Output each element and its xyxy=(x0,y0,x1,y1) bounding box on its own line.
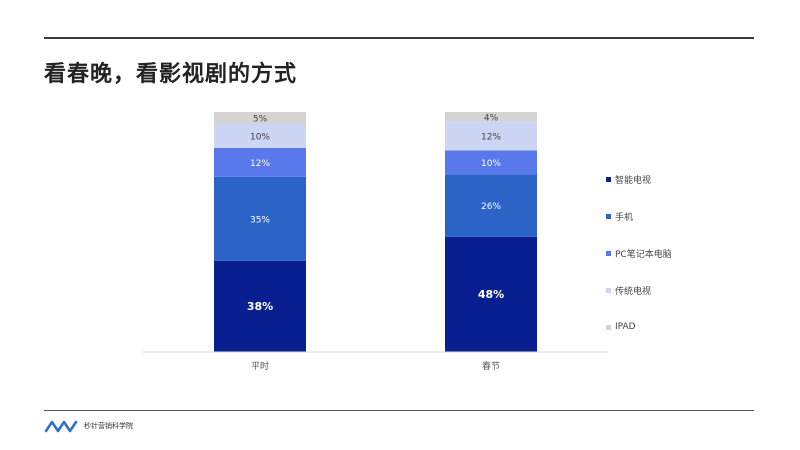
legend-label: 手机 xyxy=(615,212,634,223)
category-label: 春节 xyxy=(482,360,500,372)
bar-segment xyxy=(214,124,306,148)
bar-segment xyxy=(445,112,537,122)
legend-label: PC笔记本电脑 xyxy=(615,249,672,260)
top-rule xyxy=(44,37,754,39)
legend-item: 智能电视 xyxy=(606,172,746,186)
logo-text: 秒针营销科学院 xyxy=(84,422,133,430)
legend-label: IPAD xyxy=(615,322,636,332)
data-label: 4% xyxy=(484,113,499,123)
data-label: 26% xyxy=(481,202,501,212)
category-label: 平时 xyxy=(251,360,269,372)
bar-segment xyxy=(445,174,537,237)
legend-label: 智能电视 xyxy=(615,175,652,186)
bar-segment xyxy=(445,150,537,175)
legend-item: 手机 xyxy=(606,209,746,223)
data-label: 12% xyxy=(481,133,501,143)
legend-swatch xyxy=(606,213,611,219)
data-label: 35% xyxy=(250,215,270,225)
bar-segment xyxy=(445,121,537,151)
data-label: 10% xyxy=(250,133,270,143)
bar-segment xyxy=(214,112,306,124)
legend-swatch xyxy=(606,287,611,293)
legend-swatch xyxy=(606,324,611,330)
bar-segment xyxy=(214,176,306,261)
miaozhen-logo-icon xyxy=(44,420,78,433)
legend-label: 传统电视 xyxy=(615,286,652,297)
bar-segment xyxy=(214,148,306,177)
data-label: 5% xyxy=(253,115,268,125)
legend-item: PC笔记本电脑 xyxy=(606,246,746,260)
bar-segment xyxy=(445,236,537,352)
data-label: 48% xyxy=(478,288,504,301)
data-label: 12% xyxy=(250,159,270,169)
data-label: 38% xyxy=(247,300,273,313)
footer-logo: 秒针营销科学院 xyxy=(44,418,133,434)
page-title: 看春晚，看影视剧的方式 xyxy=(44,62,298,87)
data-label: 10% xyxy=(481,159,501,169)
legend-swatch xyxy=(606,176,611,182)
legend-swatch xyxy=(606,250,611,256)
bar-segment xyxy=(214,260,306,352)
bottom-rule xyxy=(44,410,754,411)
legend-item: 传统电视 xyxy=(606,283,746,297)
legend-item: IPAD xyxy=(606,320,746,334)
